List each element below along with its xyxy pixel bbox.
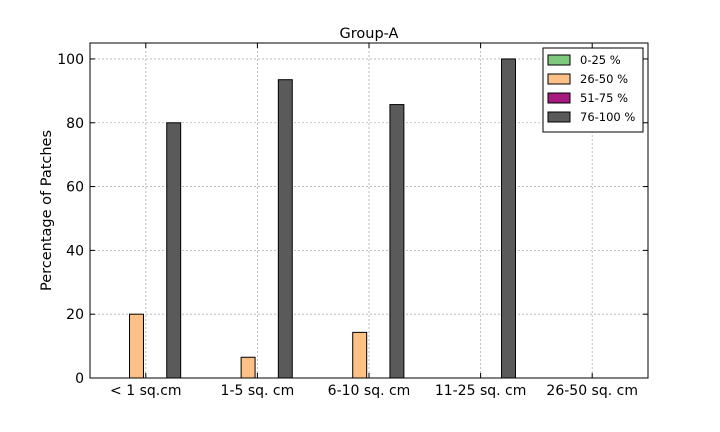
y-tick-label: 20 — [66, 307, 84, 323]
x-tick-label: 6-10 sq. cm — [328, 383, 411, 399]
bar — [166, 122, 182, 379]
y-tick-label: 60 — [66, 180, 84, 196]
x-tick-label: 11-25 sq. cm — [435, 383, 527, 399]
bar — [389, 104, 405, 379]
axis-ticks: 0 20 40 60 80 100 < 1 sq.cm 1-5 sq. cm 6-10 sq. … — [57, 43, 648, 399]
legend-swatch — [547, 111, 571, 123]
bar — [129, 313, 144, 379]
bars-group — [129, 58, 516, 379]
y-tick-label: 80 — [66, 116, 84, 132]
legend-label: 51-75 % — [580, 91, 628, 105]
bar — [240, 356, 256, 379]
y-tick-label: 0 — [75, 371, 84, 387]
x-tick-label: 26-50 sq. cm — [546, 383, 638, 399]
legend: 0-25 % 26-50 % 51-75 % 76-100 % — [542, 47, 644, 133]
x-tick-label: < 1 sq.cm — [110, 383, 182, 399]
legend-swatch — [547, 92, 571, 104]
legend-label: 0-25 % — [580, 53, 621, 67]
bar — [501, 58, 516, 379]
bar — [277, 79, 293, 379]
legend-label: 76-100 % — [580, 110, 635, 124]
legend-label: 26-50 % — [580, 72, 628, 86]
chart-title: Group-A — [340, 26, 399, 42]
bar — [352, 331, 368, 379]
y-tick-label: 100 — [57, 52, 84, 68]
y-tick-label: 40 — [66, 243, 84, 259]
legend-swatch — [547, 73, 571, 85]
legend-swatch — [547, 54, 571, 66]
y-axis-label: Percentage of Patches — [39, 130, 55, 291]
x-tick-label: 1-5 sq. cm — [221, 383, 295, 399]
